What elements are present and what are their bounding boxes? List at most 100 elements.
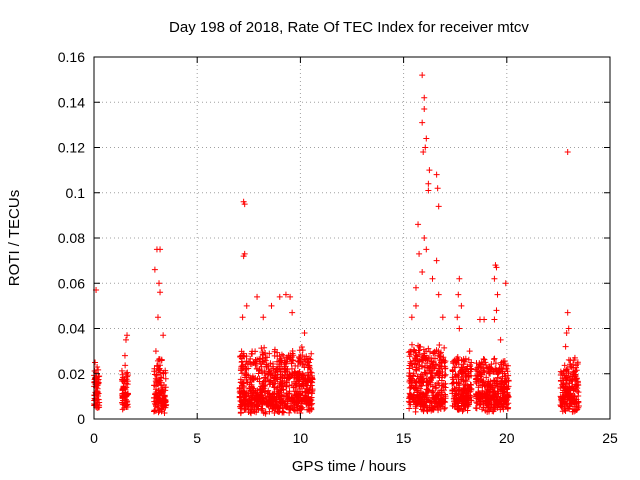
data-point: [304, 398, 311, 405]
data-point: [416, 351, 423, 358]
data-point: [460, 356, 467, 363]
data-point: [261, 374, 268, 381]
data-point: [565, 325, 572, 332]
data-point: [436, 357, 443, 364]
data-point: [300, 392, 307, 399]
x-axis-label: GPS time / hours: [292, 458, 406, 475]
data-point: [431, 403, 438, 410]
data-point: [421, 235, 428, 241]
data-point: [151, 371, 158, 378]
data-point: [237, 367, 244, 374]
data-point: [488, 361, 495, 368]
data-point: [434, 185, 441, 192]
data-point: [308, 350, 315, 357]
data-point: [493, 399, 500, 406]
x-tick-label: 20: [499, 430, 515, 446]
data-point: [568, 362, 575, 369]
data-point: [277, 371, 284, 378]
data-point: [431, 365, 438, 372]
data-point: [494, 400, 501, 407]
data-point: [412, 355, 419, 362]
data-point: [426, 378, 433, 385]
data-point: [427, 362, 434, 369]
data-point: [473, 405, 480, 412]
data-point: [160, 332, 167, 339]
data-point: [286, 375, 293, 382]
data-point: [162, 375, 169, 382]
data-point: [503, 383, 510, 390]
data-point: [292, 369, 299, 376]
data-point: [564, 366, 571, 373]
data-point: [569, 383, 576, 390]
data-point: [472, 366, 479, 373]
data-point: [243, 302, 250, 309]
data-point: [565, 384, 572, 391]
data-point: [266, 390, 273, 397]
data-point: [254, 293, 261, 300]
data-point: [249, 348, 256, 355]
data-point: [573, 382, 580, 389]
data-point: [438, 377, 445, 384]
data-point: [121, 404, 128, 411]
data-point: [452, 373, 459, 380]
data-point: [95, 366, 102, 373]
data-point: [458, 302, 465, 309]
data-point: [301, 375, 308, 382]
data-point: [439, 382, 446, 389]
data-point: [121, 352, 128, 359]
data-point: [413, 367, 420, 374]
data-point: [441, 405, 448, 412]
y-axis-label: ROTI / TECUs: [6, 190, 23, 286]
data-point: [160, 388, 167, 395]
data-point: [91, 368, 98, 375]
data-point: [498, 401, 505, 408]
data-point: [308, 397, 315, 404]
data-point: [504, 405, 511, 412]
data-point: [287, 293, 294, 300]
data-point: [151, 368, 158, 375]
data-point: [407, 351, 414, 358]
data-point: [124, 390, 131, 397]
data-point: [162, 397, 169, 404]
data-point: [490, 368, 497, 375]
data-point: [408, 360, 415, 367]
data-point: [238, 401, 245, 408]
data-point: [429, 406, 436, 413]
data-point: [430, 389, 437, 396]
data-point: [455, 406, 462, 413]
data-point: [409, 396, 416, 403]
data-point: [419, 363, 426, 370]
data-point: [430, 350, 437, 357]
data-point: [155, 367, 162, 374]
data-point: [489, 384, 496, 391]
data-point: [162, 384, 169, 391]
x-tick-label: 15: [396, 430, 412, 446]
data-point: [564, 385, 571, 392]
data-point: [433, 384, 440, 391]
data-point: [416, 250, 423, 257]
x-tick-label: 10: [293, 430, 309, 446]
data-point: [490, 377, 497, 384]
data-point: [156, 280, 163, 287]
data-point: [485, 368, 492, 375]
data-point: [411, 354, 418, 361]
data-point: [266, 350, 273, 357]
data-point: [430, 359, 437, 366]
data-point: [436, 341, 443, 348]
data-point: [465, 356, 472, 363]
data-point: [566, 390, 573, 397]
data-point: [425, 187, 432, 194]
data-point: [452, 363, 459, 370]
data-point: [464, 394, 471, 401]
data-point: [494, 291, 501, 298]
data-point: [288, 381, 295, 388]
data-point: [242, 369, 249, 376]
data-point: [265, 370, 272, 377]
data-point: [406, 370, 413, 377]
data-point: [119, 399, 126, 406]
data-point: [241, 366, 248, 373]
data-point: [124, 332, 131, 339]
data-point: [256, 378, 263, 385]
data-point: [439, 372, 446, 379]
data-point: [158, 408, 165, 415]
